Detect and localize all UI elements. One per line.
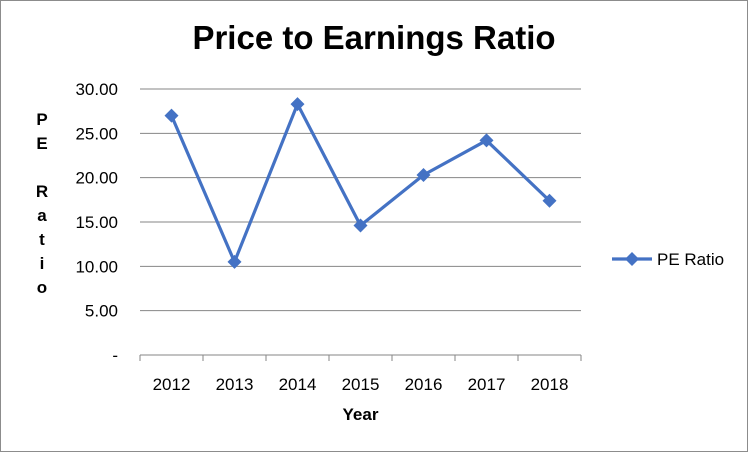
series-line [170, 102, 551, 264]
data-point-marker [353, 218, 368, 233]
x-tick-label: 2018 [531, 375, 569, 394]
y-tick-label: 20.00 [75, 169, 118, 188]
x-tick-label: 2015 [342, 375, 380, 394]
data-point-marker [479, 133, 494, 148]
data-point-marker [416, 168, 431, 183]
x-tick-label: 2012 [153, 375, 191, 394]
y-tick-label: - [112, 346, 118, 365]
data-point-marker [542, 193, 557, 208]
y-tick-label: 10.00 [75, 257, 118, 276]
y-tick-label: 5.00 [85, 302, 118, 321]
x-tick-label: 2014 [279, 375, 317, 394]
x-axis-title: Year [343, 405, 379, 424]
x-tick-label: 2017 [468, 375, 506, 394]
data-point-marker [290, 97, 305, 112]
y-tick-label: 30.00 [75, 80, 118, 99]
y-tick-label: 25.00 [75, 124, 118, 143]
data-point-marker [227, 254, 242, 269]
x-tick-label: 2016 [405, 375, 443, 394]
legend-label: PE Ratio [657, 250, 724, 269]
chart-title: Price to Earnings Ratio [192, 19, 556, 56]
data-point-marker [164, 108, 179, 123]
x-tick-label: 2013 [216, 375, 254, 394]
legend-marker [625, 252, 639, 266]
y-tick-label: 15.00 [75, 213, 118, 232]
